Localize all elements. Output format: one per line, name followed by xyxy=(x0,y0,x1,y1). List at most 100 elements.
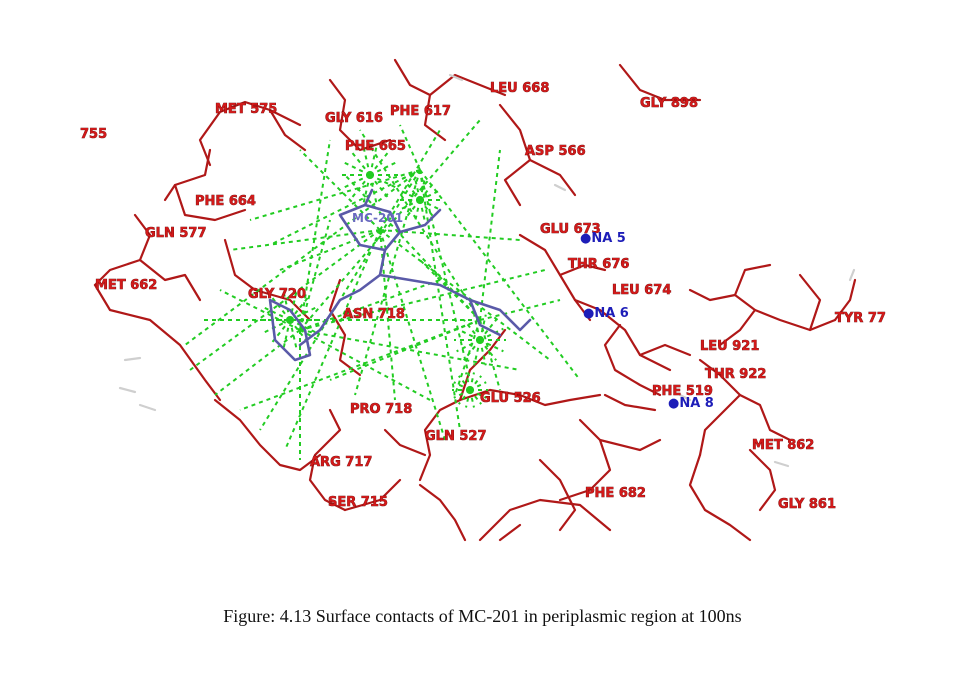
contact-line xyxy=(479,339,504,353)
residue-stick xyxy=(528,158,577,197)
residue-label: GLN 527 xyxy=(425,429,487,444)
residue-stick xyxy=(268,108,307,152)
residue-stick xyxy=(93,213,152,287)
contact-line xyxy=(469,375,482,391)
contact-line xyxy=(299,279,441,331)
ligand-bond xyxy=(468,298,502,337)
contact-line xyxy=(458,375,471,391)
residue-label: MET 862 xyxy=(752,438,814,453)
hydrogen-stick xyxy=(118,386,137,394)
residue-label: ASP 566 xyxy=(525,144,586,159)
residue-stick xyxy=(93,283,222,402)
residue-stick xyxy=(383,428,427,457)
contact-line xyxy=(453,381,471,391)
contact-line xyxy=(479,149,501,321)
contact-line xyxy=(184,169,421,346)
residue-stick xyxy=(698,393,742,457)
residue-label: GLY 616 xyxy=(325,111,383,126)
contact-line xyxy=(350,174,371,200)
residue-stick xyxy=(748,448,777,512)
residue-stick xyxy=(698,358,792,442)
residue-label: GLY 720 xyxy=(248,287,306,302)
residue-stick xyxy=(423,93,447,142)
contact-line xyxy=(454,319,481,396)
residue-stick xyxy=(498,523,522,542)
hydrogen-stick xyxy=(448,73,464,82)
contact-line xyxy=(369,150,390,176)
residue-label: MET 575 xyxy=(215,102,277,117)
contact-line xyxy=(419,169,461,431)
residue-label: SER 715 xyxy=(328,495,388,510)
contact-line xyxy=(479,339,487,366)
residue-label: TYR 77 xyxy=(835,311,886,326)
ligand-bond xyxy=(298,328,322,347)
residue-label: 755 xyxy=(80,127,107,142)
ligand-label: MC-201 xyxy=(352,211,403,225)
residue-stick xyxy=(308,408,347,512)
contact-line xyxy=(458,389,471,405)
residue-stick xyxy=(798,273,822,332)
residue-label: PHE 682 xyxy=(585,486,646,501)
contact-line xyxy=(419,182,435,201)
contact-line xyxy=(369,161,398,176)
residue-stick xyxy=(173,183,247,222)
residue-label: THR 676 xyxy=(568,257,629,272)
residue-stick xyxy=(223,238,312,322)
contact-line xyxy=(214,329,301,396)
ligand-ring xyxy=(268,298,312,362)
contact-line xyxy=(469,381,487,391)
ligand-mc-201 xyxy=(268,188,532,362)
contact-line xyxy=(219,289,301,331)
contact-line xyxy=(299,119,481,331)
contact-line xyxy=(479,299,561,321)
contact-line xyxy=(419,189,441,201)
contact-line xyxy=(469,389,475,408)
contact-line xyxy=(469,372,475,391)
contact-line xyxy=(465,389,471,408)
residue-stick xyxy=(488,388,602,407)
contact-line xyxy=(350,150,371,176)
residue-stick xyxy=(538,458,577,532)
residue-stick xyxy=(418,483,467,542)
residue-stick xyxy=(328,278,362,377)
contact-line xyxy=(282,319,291,348)
residue-stick xyxy=(603,393,657,412)
contact-line xyxy=(399,189,421,201)
residue-label: MET 662 xyxy=(95,278,157,293)
contact-line xyxy=(362,145,371,176)
contact-line xyxy=(359,129,481,321)
contact-line xyxy=(264,319,291,334)
contact-line xyxy=(369,174,398,189)
contact-line xyxy=(239,319,481,411)
contact-line xyxy=(342,174,371,189)
hydrogen-stick xyxy=(678,393,692,402)
hydrogen-stick xyxy=(138,403,157,412)
figure-caption: Figure: 4.13 Surface contacts of MC-201 … xyxy=(223,606,742,626)
contact-line xyxy=(299,219,331,331)
contact-line xyxy=(369,145,378,176)
contact-line xyxy=(249,169,421,221)
ligand-bond xyxy=(398,208,442,234)
residue-label: THR 922 xyxy=(705,367,766,382)
residue-label: LEU 921 xyxy=(700,339,759,354)
residue-stick xyxy=(418,388,492,482)
residue-label: PHE 617 xyxy=(390,104,451,119)
contact-line xyxy=(279,229,381,271)
residue-stick xyxy=(603,323,662,397)
residue-label: GLN 577 xyxy=(145,226,207,241)
residue-stick xyxy=(343,478,402,512)
residue-stick xyxy=(138,258,202,302)
contact-line xyxy=(465,372,471,391)
hydrogen-stick xyxy=(848,268,856,282)
contact-line xyxy=(289,319,298,348)
contact-line xyxy=(419,199,426,222)
residue-stick xyxy=(518,233,592,322)
residue-label: ASN 718 xyxy=(343,307,405,322)
contact-line xyxy=(419,178,426,201)
residue-stick xyxy=(718,308,757,347)
hydrogen-stick xyxy=(773,460,790,468)
contact-line xyxy=(399,124,421,171)
contact-line xyxy=(269,169,421,246)
contact-line xyxy=(299,149,381,231)
